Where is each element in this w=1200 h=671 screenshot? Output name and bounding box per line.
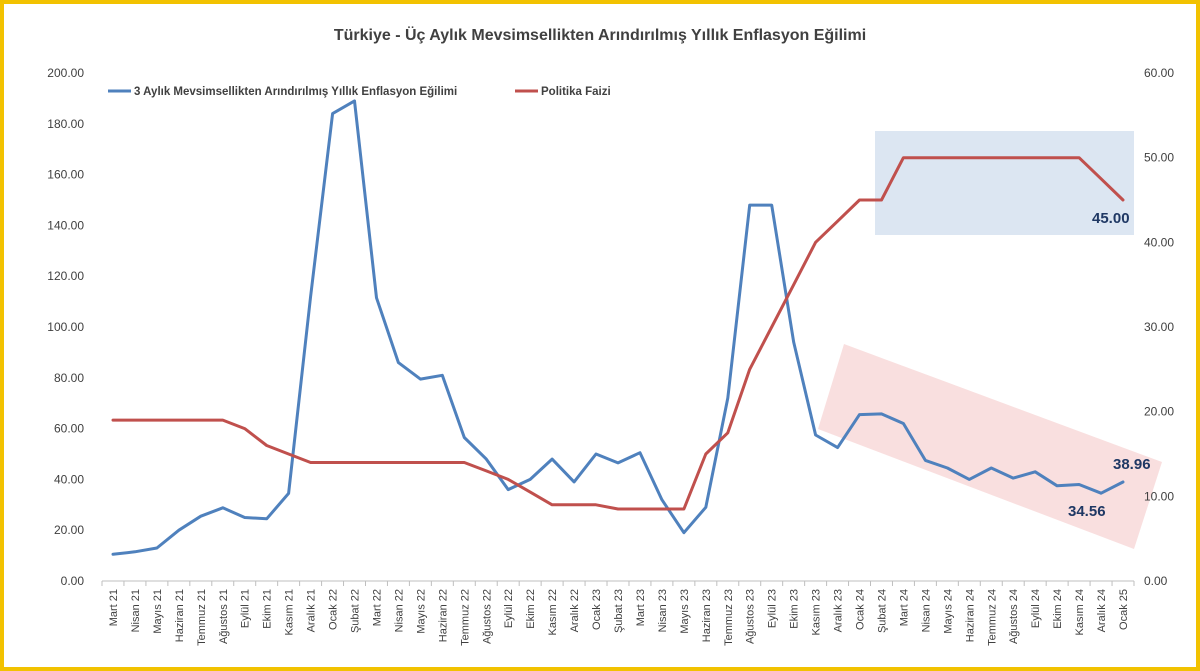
- x-tick-label: Haziran 24: [964, 589, 976, 642]
- x-tick-label: Aralık 21: [306, 589, 318, 632]
- x-tick-label: Ağustos 23: [745, 589, 757, 644]
- x-tick-label: Eylül 22: [503, 589, 515, 628]
- y-left-tick-label: 180.00: [47, 117, 84, 131]
- x-tick-label: Kasım 22: [547, 589, 559, 635]
- x-tick-label: Ekim 22: [525, 589, 537, 629]
- x-tick-label: Temmuz 24: [986, 589, 998, 646]
- x-tick-label: Şubat 24: [876, 589, 888, 633]
- x-tick-label: Nisan 21: [130, 589, 142, 632]
- x-tick-label: Kasım 24: [1074, 589, 1086, 635]
- series-lines: [111, 99, 1125, 556]
- x-tick-label: Eylül 21: [240, 589, 252, 628]
- x-tick-label: Mart 24: [898, 589, 910, 626]
- y-left-tick-label: 140.00: [47, 218, 84, 232]
- x-tick-label: Nisan 24: [920, 589, 932, 632]
- y-left-tick-label: 100.00: [47, 320, 84, 334]
- y-axis-left-ticks: 0.00 20.00 40.00 60.00 80.00 100.00 120.00 140.…: [47, 66, 84, 588]
- x-tick-label: Ağustos 21: [218, 589, 230, 644]
- y-left-tick-label: 60.00: [54, 422, 84, 436]
- y-right-tick-label: 40.00: [1144, 235, 1174, 249]
- callout-inflation-last: 38.96: [1113, 456, 1151, 473]
- y-right-tick-label: 10.00: [1144, 489, 1174, 503]
- x-tick-label: Ocak 25: [1118, 589, 1130, 630]
- x-tick-label: Mayıs 22: [415, 589, 427, 634]
- legend-label-policy-rate: Politika Faizi: [541, 86, 611, 98]
- x-tick-label: Ocak 24: [855, 589, 867, 630]
- y-right-tick-label: 0.00: [1144, 574, 1168, 588]
- y-left-tick-label: 120.00: [47, 269, 84, 283]
- y-left-tick-label: 40.00: [54, 472, 84, 486]
- y-right-tick-label: 50.00: [1144, 151, 1174, 165]
- x-tick-label: Şubat 22: [350, 589, 362, 633]
- x-tick-label: Eylül 24: [1030, 589, 1042, 628]
- x-tick-label: Şubat 23: [613, 589, 625, 633]
- y-left-tick-label: 200.00: [47, 66, 84, 80]
- x-tick-label: Ağustos 22: [481, 589, 493, 644]
- y-right-tick-label: 30.00: [1144, 320, 1174, 334]
- x-tick-label: Temmuz 22: [459, 589, 471, 646]
- x-tick-label: Ekim 23: [789, 589, 801, 629]
- x-tick-label: Eylül 23: [767, 589, 779, 628]
- x-tick-label: Haziran 21: [174, 589, 186, 642]
- x-tick-label: Mart 23: [635, 589, 647, 626]
- x-tick-label: Temmuz 21: [196, 589, 208, 646]
- x-axis-ticks: Mart 21 Nisan 21 Mayıs 21 Haziran 21 Temmuz …: [101, 581, 1135, 646]
- x-tick-label: Aralık 23: [833, 589, 845, 632]
- series-line-policy-rate: [111, 156, 1125, 511]
- y-axis-right-ticks: 0.00 10.00 20.00 30.00 40.00 50.00 60.00: [1144, 66, 1174, 588]
- x-tick-label: Mayıs 23: [679, 589, 691, 634]
- y-right-tick-label: 20.00: [1144, 405, 1174, 419]
- y-left-tick-label: 20.00: [54, 523, 84, 537]
- x-tick-label: Mayıs 24: [942, 589, 954, 634]
- chart-svg: Türkiye - Üç Aylık Mevsimsellikten Arınd…: [47, 25, 1174, 646]
- x-tick-label: Mart 21: [108, 589, 120, 626]
- x-tick-label: Nisan 23: [657, 589, 669, 632]
- x-tick-label: Ekim 24: [1052, 589, 1064, 629]
- policy-rate-highlight-box: [875, 131, 1134, 235]
- x-tick-label: Ocak 23: [591, 589, 603, 630]
- legend-label-inflation: 3 Aylık Mevsimsellikten Arındırılmış Yıl…: [134, 86, 457, 98]
- x-tick-label: Ağustos 24: [1008, 589, 1020, 644]
- x-tick-label: Kasım 21: [284, 589, 296, 635]
- x-tick-label: Nisan 22: [393, 589, 405, 632]
- callout-inflation-december: 34.56: [1068, 503, 1106, 520]
- x-tick-label: Haziran 23: [701, 589, 713, 642]
- x-tick-label: Aralık 24: [1096, 589, 1108, 632]
- x-tick-label: Haziran 22: [437, 589, 449, 642]
- x-tick-label: Kasım 23: [811, 589, 823, 635]
- x-tick-label: Temmuz 23: [723, 589, 735, 646]
- x-tick-label: Mart 22: [371, 589, 383, 626]
- legend: 3 Aylık Mevsimsellikten Arındırılmış Yıl…: [108, 86, 611, 98]
- y-left-tick-label: 160.00: [47, 168, 84, 182]
- y-right-tick-label: 60.00: [1144, 66, 1174, 80]
- callout-policy-rate-last: 45.00: [1092, 210, 1130, 227]
- x-tick-label: Ekim 21: [262, 589, 274, 629]
- x-tick-label: Mayıs 21: [152, 589, 164, 634]
- trend-highlight-band: [818, 344, 1162, 549]
- series-line-inflation: [111, 99, 1125, 556]
- y-left-tick-label: 0.00: [61, 574, 85, 588]
- x-tick-label: Ocak 22: [328, 589, 340, 630]
- x-tick-label: Aralık 22: [569, 589, 581, 632]
- chart-title: Türkiye - Üç Aylık Mevsimsellikten Arınd…: [334, 25, 866, 44]
- y-left-tick-label: 80.00: [54, 371, 84, 385]
